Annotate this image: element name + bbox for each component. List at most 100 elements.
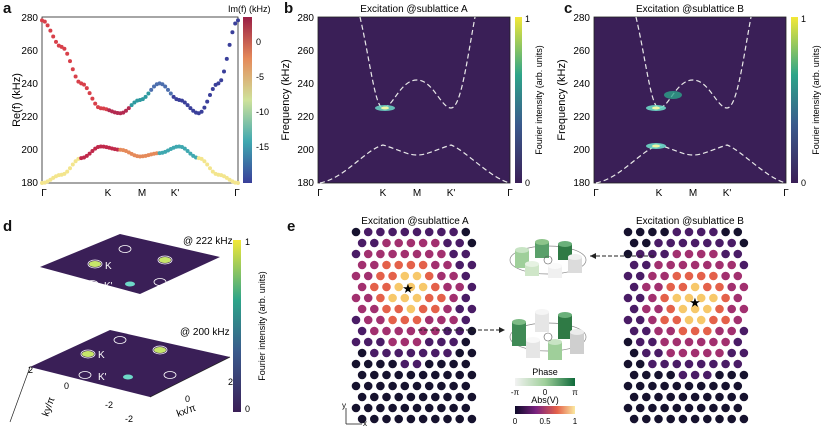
- lattice-site: [733, 359, 743, 369]
- pc-hotspot-upper: [664, 91, 682, 99]
- lattice-site: [733, 381, 743, 391]
- lattice-site: [406, 414, 416, 424]
- lattice-site: [727, 326, 736, 336]
- lattice-site: [418, 304, 428, 314]
- lattice-site: [455, 238, 464, 248]
- pa-ytick-180: 180: [21, 178, 38, 189]
- lattice-site: [388, 293, 397, 303]
- lattice-site: [635, 227, 645, 237]
- pe-abs-label: Abs(V): [531, 395, 559, 405]
- lattice-site: [733, 227, 743, 237]
- lattice-site: [394, 326, 403, 336]
- pc-ytick-240: 240: [573, 79, 590, 90]
- lattice-site: [727, 304, 736, 314]
- lattice-site: [739, 392, 749, 402]
- pb-ytick-220: 220: [297, 112, 314, 123]
- upper-band-point: [185, 103, 190, 108]
- lattice-site: [635, 271, 645, 281]
- pe-abs-tick-05: 0.5: [539, 417, 551, 426]
- lattice-site: [654, 282, 663, 292]
- lattice-site: [437, 249, 446, 259]
- upper-band-point: [84, 86, 89, 91]
- lattice-site: [406, 260, 416, 270]
- lattice-site: [388, 337, 397, 347]
- lattice-site: [455, 348, 464, 358]
- lattice-site: [739, 326, 749, 336]
- pd-cbar-label: Fourier intensity (arb. units): [257, 271, 267, 381]
- pe-cylinders-lower: [509, 309, 587, 360]
- lattice-site: [678, 260, 688, 270]
- lattice-site: [351, 359, 361, 369]
- lattice-site: [709, 359, 718, 369]
- upper-band-point: [182, 100, 187, 105]
- pa-ylabel: Re(f) (kHz): [11, 73, 23, 127]
- lattice-site: [461, 337, 471, 347]
- lattice-site: [739, 260, 749, 270]
- lattice-site: [437, 403, 446, 413]
- pe-title-b: Excitation @sublattice B: [636, 216, 744, 227]
- lattice-site: [449, 381, 458, 391]
- lattice-site: [370, 260, 379, 270]
- pd-top-plane: [40, 234, 220, 294]
- pe-title-a: Excitation @sublattice A: [361, 216, 469, 227]
- pe-abs-bar: [515, 406, 575, 414]
- lattice-site: [370, 370, 379, 380]
- lattice-site: [696, 271, 706, 281]
- upper-band-point: [208, 93, 212, 98]
- lower-band-point: [202, 159, 207, 164]
- upper-band-point: [230, 30, 235, 35]
- upper-band-point: [62, 46, 67, 51]
- lattice-site: [437, 359, 446, 369]
- lattice-site: [629, 348, 639, 358]
- lattice-site: [400, 315, 410, 325]
- lattice-site: [357, 260, 367, 270]
- lattice-site: [721, 227, 730, 237]
- lattice-site: [455, 414, 464, 424]
- lattice-site: [727, 348, 736, 358]
- lattice-site: [382, 282, 391, 292]
- pa-cbtick-10: -10: [256, 107, 269, 117]
- lattice-site: [703, 348, 712, 358]
- pa-xtick-M: M: [138, 188, 146, 199]
- lattice-site: [696, 315, 706, 325]
- pd-kx-tick-m2: -2: [125, 414, 133, 424]
- lattice-site: [696, 249, 706, 259]
- lattice-site: [461, 315, 471, 325]
- lattice-site: [406, 304, 416, 314]
- upper-band-point: [146, 91, 151, 96]
- lattice-site: [696, 293, 706, 303]
- lattice-site: [388, 403, 397, 413]
- lattice-site: [672, 293, 682, 303]
- pe-axis-y: y: [342, 401, 346, 410]
- lattice-site: [351, 381, 361, 391]
- lattice-site: [388, 359, 397, 369]
- lattice-site: [431, 348, 440, 358]
- pa-ytick-240: 240: [21, 79, 38, 90]
- lattice-site: [648, 315, 657, 325]
- lattice-site: [449, 337, 458, 347]
- upper-band-point: [140, 97, 145, 102]
- pb-ylabel: Frequency (kHz): [280, 59, 292, 140]
- lower-band-point: [188, 151, 193, 156]
- lattice-site: [684, 249, 694, 259]
- lattice-site: [635, 359, 645, 369]
- lattice-site: [623, 315, 633, 325]
- lattice-site: [443, 326, 452, 336]
- lattice-site: [703, 238, 712, 248]
- panel-e-chart: Excitation @sublattice A Excitation @sub…: [342, 216, 749, 428]
- lattice-site: [672, 359, 682, 369]
- lattice-site: [629, 260, 639, 270]
- lattice-site: [666, 348, 675, 358]
- lattice-site: [678, 304, 688, 314]
- lattice-site: [721, 337, 730, 347]
- lattice-site: [654, 392, 663, 402]
- lattice-site: [412, 249, 422, 259]
- lattice-site: [648, 271, 657, 281]
- pc-xtick-gamma1: Γ: [593, 188, 599, 199]
- lattice-site: [394, 304, 403, 314]
- lattice-site: [709, 381, 718, 391]
- lattice-site: [739, 348, 749, 358]
- lattice-site: [443, 304, 452, 314]
- lattice-site: [351, 249, 361, 259]
- lattice-site: [363, 359, 373, 369]
